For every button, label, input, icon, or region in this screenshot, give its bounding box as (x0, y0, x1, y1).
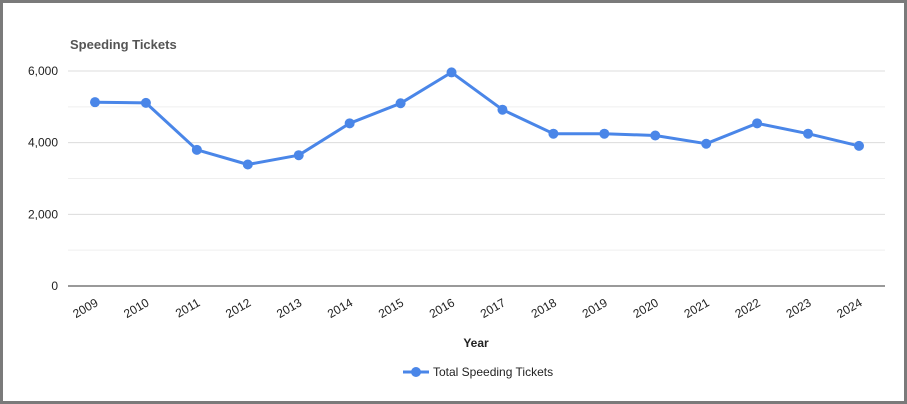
data-point[interactable] (395, 98, 406, 109)
data-point[interactable] (803, 128, 814, 139)
chart-title: Speeding Tickets (70, 37, 177, 52)
legend-dot-icon (411, 367, 421, 377)
x-tick-label: 2020 (631, 295, 661, 321)
x-tick-label: 2017 (478, 295, 508, 321)
data-point[interactable] (854, 140, 864, 151)
data-point[interactable] (599, 128, 610, 139)
x-tick-label: 2013 (274, 295, 304, 321)
x-tick-label: 2023 (783, 295, 813, 321)
x-tick-label: 2018 (529, 295, 559, 321)
y-tick-label: 0 (51, 279, 58, 293)
x-tick-label: 2015 (376, 295, 406, 321)
x-tick-label: 2014 (325, 295, 355, 321)
data-point[interactable] (293, 150, 304, 161)
data-point[interactable] (344, 118, 355, 129)
data-point[interactable] (191, 144, 202, 155)
y-tick-label: 2,000 (28, 207, 58, 221)
x-tick-label: 2011 (173, 295, 203, 320)
x-tick-label: 2019 (580, 295, 610, 321)
data-point[interactable] (446, 67, 457, 78)
grid-lines (68, 70, 885, 251)
x-axis-label: Year (463, 336, 489, 350)
x-tick-label: 2024 (834, 295, 864, 321)
x-axis-ticks: 2009 2010 2011 2012 2013 2014 2015 2016 2017 2018… (70, 295, 864, 321)
data-point[interactable] (548, 128, 559, 139)
series-points (90, 67, 864, 170)
x-tick-label: 2009 (70, 295, 100, 321)
x-tick-label: 2010 (121, 295, 151, 321)
series-line (94, 70, 860, 166)
data-point[interactable] (497, 104, 508, 115)
x-tick-label: 2016 (427, 295, 457, 321)
legend-label: Total Speeding Tickets (433, 365, 553, 379)
x-tick-label: 2022 (733, 295, 763, 321)
legend[interactable]: Total Speeding Tickets (403, 365, 553, 379)
data-point[interactable] (242, 159, 253, 170)
data-point[interactable] (701, 138, 712, 149)
y-tick-label: 6,000 (28, 64, 58, 78)
data-point[interactable] (140, 97, 151, 108)
data-point[interactable] (752, 118, 763, 129)
y-axis-ticks: 0 2,000 4,000 6,000 (28, 64, 58, 293)
x-tick-label: 2012 (223, 295, 253, 321)
y-tick-label: 4,000 (28, 136, 58, 150)
data-point[interactable] (90, 97, 100, 108)
data-point[interactable] (650, 130, 661, 141)
x-tick-label: 2021 (682, 295, 712, 321)
